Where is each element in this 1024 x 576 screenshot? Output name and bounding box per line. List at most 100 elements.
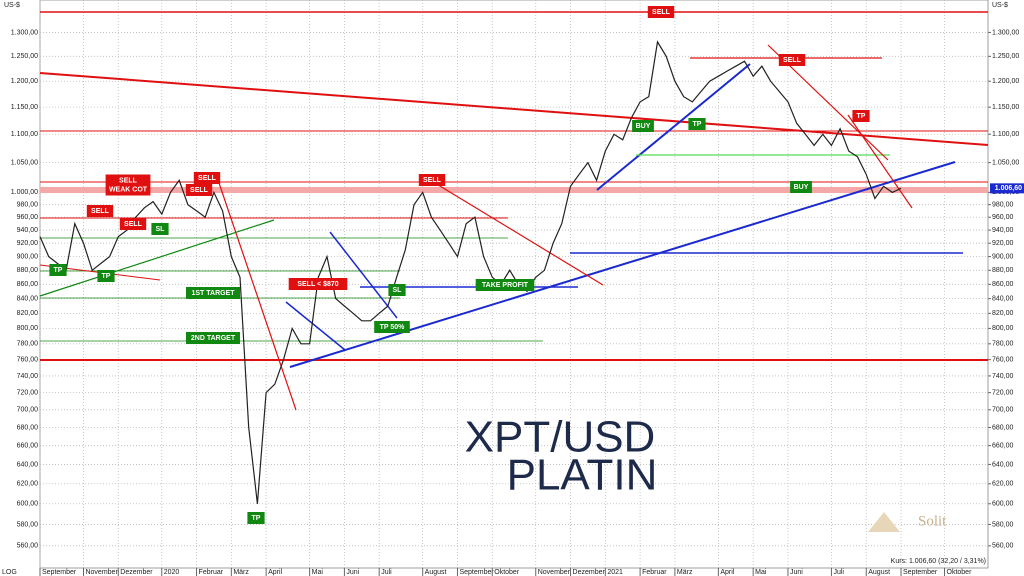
y-tick-label: 640,00 (992, 461, 1014, 468)
annotation-label: BUY (794, 184, 809, 191)
y-tick-label: 1.050,00 (11, 159, 38, 166)
annotation-label: WEAK COT (109, 186, 148, 193)
y-tick-label: 1.200,00 (11, 78, 38, 85)
x-tick-label: 2020 (164, 569, 180, 576)
y-tick-label: 900,00 (17, 253, 39, 260)
annotation-box (151, 223, 169, 235)
y-tick-label: 980,00 (17, 202, 39, 209)
annotation-label: BUY (636, 123, 651, 130)
y-tick-label: 1.050,00 (992, 159, 1019, 166)
annotation-label: TP (693, 121, 702, 128)
trend-line (596, 63, 751, 191)
annotation-box (49, 264, 67, 276)
y-tick-label: 1.300,00 (992, 29, 1019, 36)
y-tick-label: 560,00 (992, 543, 1014, 550)
y-tick-label: 940,00 (992, 227, 1014, 234)
x-tick-label: November (538, 569, 571, 576)
y-tick-label: 1.250,00 (11, 53, 38, 60)
y-tick-label: 720,00 (992, 389, 1014, 396)
trend-line (39, 219, 275, 297)
y-tick-label: 760,00 (17, 357, 39, 364)
y-tick-label: 1.000,00 (11, 189, 38, 196)
price-label: 1.006,60 (995, 185, 1022, 192)
y-unit: US-$ (992, 2, 1008, 9)
annotation-box (632, 120, 654, 132)
annotation-label: TP (252, 515, 261, 522)
annotation-box (778, 54, 806, 66)
annotation-label: SELL (198, 175, 217, 182)
y-tick-label: 960,00 (17, 214, 39, 221)
x-tick-label: November (85, 569, 118, 576)
trend-line (847, 114, 913, 209)
y-tick-label: 740,00 (17, 373, 39, 380)
x-tick-label: August (425, 569, 447, 576)
x-tick-label: Juli (833, 569, 844, 576)
logo-icon (868, 512, 900, 532)
annotation-box (647, 6, 675, 18)
y-tick-label: 600,00 (992, 501, 1014, 508)
annotation-box (475, 279, 535, 291)
y-tick-label: 820,00 (992, 310, 1014, 317)
annotation-box (688, 118, 706, 130)
x-tick-label: Oktober (947, 569, 973, 576)
y-tick-label: 820,00 (17, 310, 39, 317)
x-tick-label: Juni (346, 569, 359, 576)
y-tick-label: 980,00 (992, 202, 1014, 209)
annotation-box (852, 110, 870, 122)
annotation-label: SELL (783, 57, 802, 64)
annotation-box (186, 332, 240, 344)
annotation-box (86, 205, 114, 217)
x-tick-label: September (903, 569, 938, 576)
x-tick-label: Dezember (573, 569, 606, 576)
annotation-box (388, 284, 406, 296)
y-tick-label: 1.150,00 (11, 104, 38, 111)
annotation-box (186, 287, 240, 299)
annotation-box (97, 270, 115, 282)
y-tick-label: 900,00 (992, 253, 1014, 260)
annotation-label: TAKE PROFIT (482, 282, 529, 289)
x-tick-label: Februar (199, 569, 224, 576)
y-tick-label: 1.150,00 (992, 104, 1019, 111)
y-tick-label: 600,00 (17, 501, 39, 508)
x-tick-label: September (459, 569, 494, 576)
x-tick-label: August (868, 569, 890, 576)
scale-label: LOG (2, 569, 17, 576)
annotation-label: TP (54, 267, 63, 274)
x-tick-label: März (233, 569, 249, 576)
y-unit: US-$ (4, 2, 20, 9)
price-line (39, 40, 902, 504)
y-tick-label: 860,00 (17, 281, 39, 288)
y-tick-label: 800,00 (992, 325, 1014, 332)
trend-line (217, 179, 297, 411)
y-tick-label: 620,00 (17, 481, 39, 488)
axes: 560,00 560,00 580,00 580,00 600,00 600,00 620,… (11, 29, 1024, 576)
annotation-label: SELL < $870 (297, 281, 338, 288)
grid (39, 0, 988, 568)
y-tick-label: 680,00 (17, 424, 39, 431)
y-tick-label: 860,00 (992, 281, 1014, 288)
x-tick-label: März (677, 569, 693, 576)
annotation-label: SL (393, 287, 403, 294)
y-tick-label: 920,00 (992, 240, 1014, 247)
annotation-label: 2ND TARGET (191, 335, 236, 342)
annotation-label: SL (156, 226, 166, 233)
annotation-label: TP (102, 273, 111, 280)
annotation-box (119, 218, 147, 230)
x-tick-label: Dezember (120, 569, 153, 576)
y-tick-label: 580,00 (992, 521, 1014, 528)
footer: Kurs: 1.006,60 (32,20 / 3,31%) (891, 558, 986, 565)
y-tick-label: 760,00 (992, 357, 1014, 364)
watermark-title: XPT/USD (465, 413, 656, 462)
y-tick-label: 960,00 (992, 214, 1014, 221)
x-tick-label: September (42, 569, 77, 576)
annotation-box (790, 181, 812, 193)
y-tick-label: 560,00 (17, 543, 39, 550)
annotation-box (288, 278, 348, 290)
y-tick-label: 680,00 (992, 424, 1014, 431)
y-tick-label: 780,00 (17, 341, 39, 348)
y-tick-label: 1.250,00 (992, 53, 1019, 60)
x-tick-label: Mai (312, 569, 324, 576)
annotation-box (418, 174, 446, 186)
y-tick-label: 800,00 (17, 325, 39, 332)
y-tick-label: 620,00 (992, 481, 1014, 488)
